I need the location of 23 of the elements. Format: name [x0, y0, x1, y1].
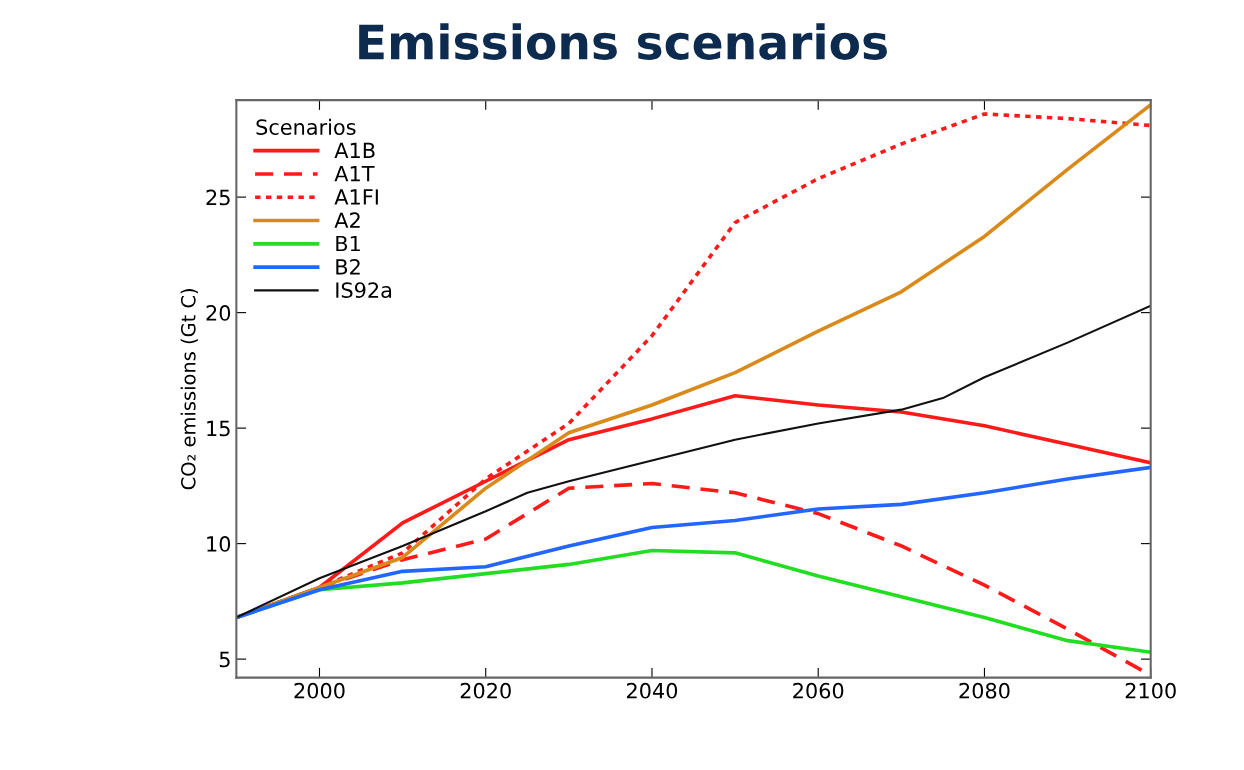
x-tick-label: 2060: [793, 682, 844, 699]
legend-label: B1: [336, 235, 360, 252]
x-tick-label: 2020: [460, 682, 511, 699]
y-tick-label: 20: [206, 305, 231, 321]
line-series: [236, 465, 1151, 620]
y-tick-label: 5: [219, 651, 230, 668]
legend-label: A1B: [334, 142, 375, 158]
x-tick-label: 2100: [1125, 682, 1176, 699]
y-tick-label: 10: [207, 536, 231, 552]
chart-title: Emissions scenarios: [359, 23, 887, 60]
legend-label: A2: [334, 212, 360, 228]
legend-label: A1T: [334, 166, 375, 182]
y-axis-title: CO₂ emissions (Gt C): [180, 289, 198, 490]
legend-label: B2: [336, 258, 360, 275]
legend-label: IS92a: [336, 282, 392, 298]
y-tick-label: 25: [206, 189, 230, 206]
x-tick-label: 2000: [294, 682, 345, 699]
line-series: [236, 304, 1151, 619]
legend-label: A1FI: [334, 189, 378, 205]
x-tick-label: 2080: [959, 682, 1010, 699]
legend-title: Scenarios: [256, 118, 356, 135]
y-tick-label: 15: [207, 420, 230, 437]
x-tick-label: 2040: [626, 682, 678, 699]
